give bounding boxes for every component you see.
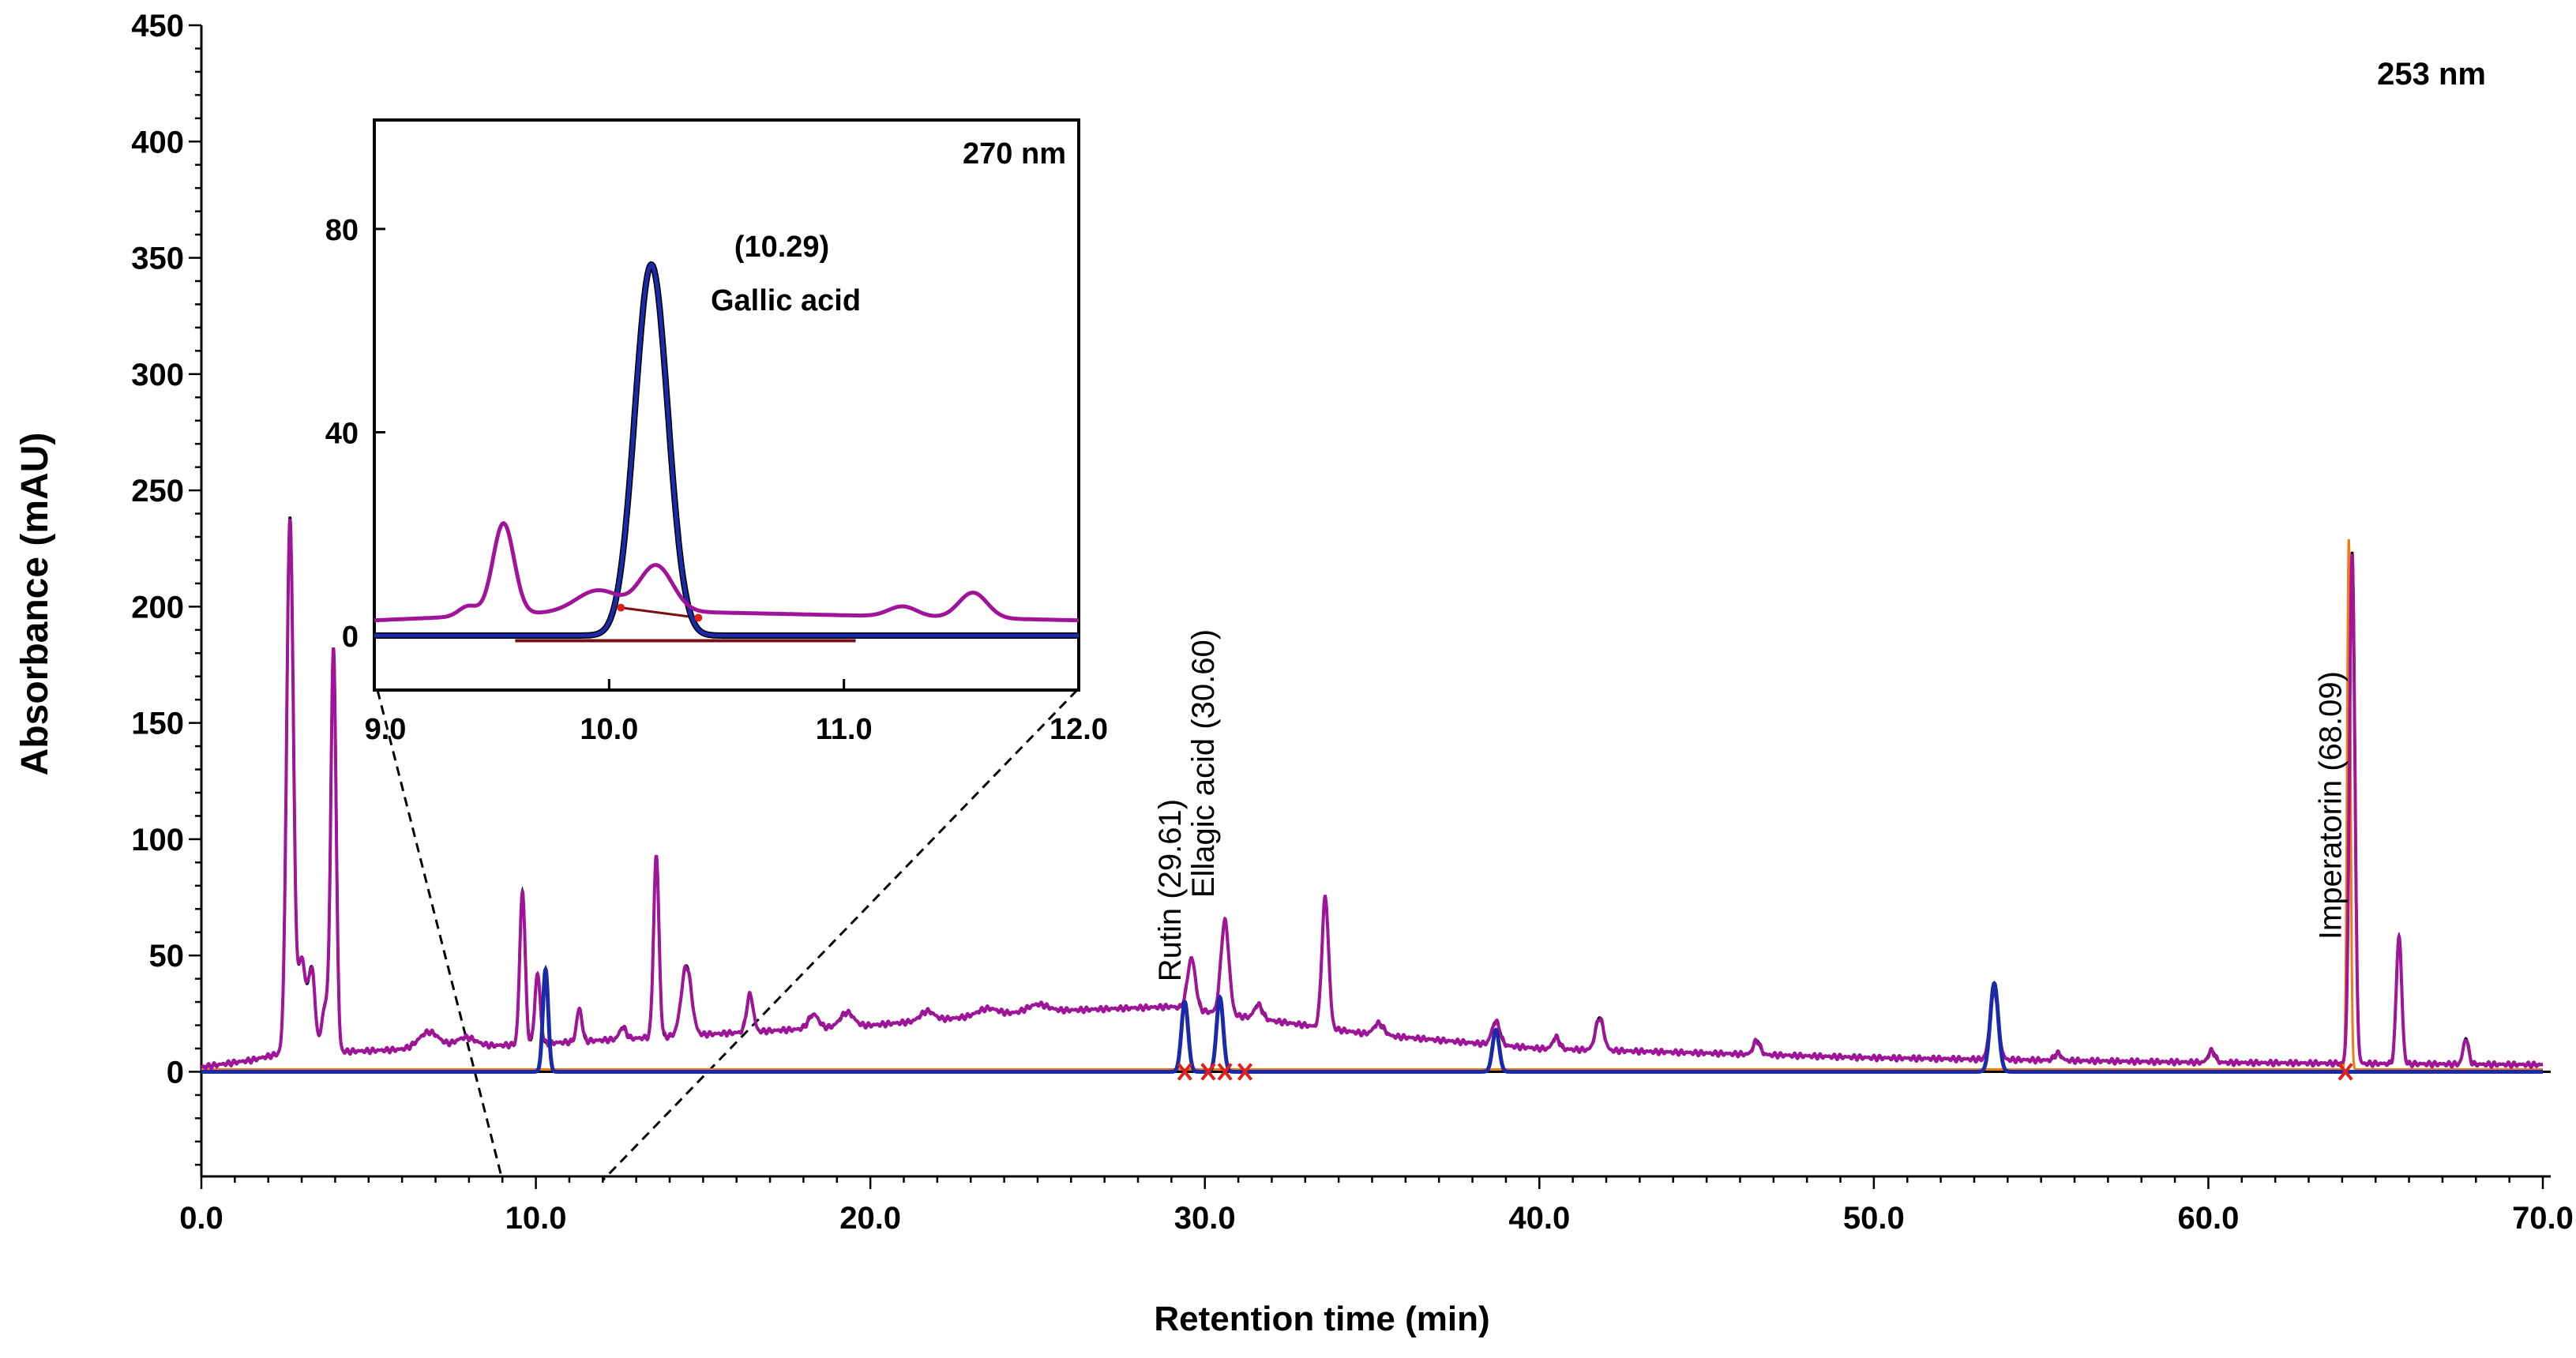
- inset-frame: [373, 118, 1080, 692]
- x-tick-label: 60.0: [2177, 1201, 2239, 1236]
- y-tick-label: 300: [131, 358, 184, 392]
- inset-y-tick-label: 0: [342, 621, 359, 654]
- main-series-layer: [201, 516, 2544, 1081]
- peak-annotation: Imperatorin (68.09): [2314, 671, 2349, 940]
- peak-annotation: Ellagic acid (30.60): [1186, 629, 1221, 898]
- inset-x-tick-label: 9.0: [365, 713, 407, 746]
- inset-wavelength-label: 270 nm: [963, 137, 1066, 171]
- x-tick-label: 40.0: [1508, 1201, 1570, 1236]
- y-tick-label: 100: [131, 823, 184, 857]
- y-tick-label: 150: [131, 707, 184, 741]
- sample-series-line: [201, 519, 2544, 1071]
- inset-y-tick-label: 80: [325, 214, 359, 247]
- marker-stroke: [1237, 1063, 1253, 1081]
- y-tick-label: 0: [167, 1055, 184, 1090]
- integration-marker: [1177, 1063, 1192, 1081]
- peak-annotation: Rutin (29.61): [1153, 799, 1188, 981]
- integration-marker: [1200, 1063, 1216, 1081]
- inset-x-tick-label: 10.0: [580, 713, 638, 746]
- inset-axes-layer: 0 40 80 9.0 10.0 11.0 12.0: [325, 214, 1108, 746]
- x-tick-label: 10.0: [505, 1201, 567, 1236]
- inset-peak-rt-label: (10.29): [734, 231, 829, 264]
- x-tick-label: 50.0: [1843, 1201, 1905, 1236]
- inset-sample-line: [374, 521, 1079, 623]
- orange-series-line: [201, 538, 2543, 1071]
- zoom-line-right: [602, 688, 1079, 1182]
- inset-chart: 0 40 80 9.0 10.0 11.0 12.0 270 nm (10.29) Gall…: [325, 118, 1108, 746]
- zoom-line-left: [376, 689, 504, 1181]
- main-annotation-layer: Rutin (29.61)Ellagic acid (30.60) Imperat…: [1153, 629, 2348, 981]
- inset-standard-line: [374, 262, 1079, 638]
- y-tick-label: 400: [131, 125, 184, 159]
- marker-stroke: [1177, 1063, 1192, 1081]
- x-tick-label: 20.0: [839, 1201, 901, 1236]
- x-tick-label: 70.0: [2512, 1201, 2574, 1236]
- marker-stroke: [2338, 1063, 2353, 1081]
- x-axis-title: Retention time (min): [1154, 1300, 1489, 1338]
- inset-x-tick-label: 12.0: [1050, 713, 1108, 746]
- inset-x-tick-label: 11.0: [816, 713, 873, 746]
- integration-marker: [2338, 1063, 2353, 1081]
- inset-integration-marker: [617, 603, 625, 612]
- y-tick-label: 450: [131, 9, 184, 43]
- wavelength-label: 253 nm: [2377, 57, 2486, 92]
- x-tick-label: 0.0: [179, 1201, 223, 1236]
- y-tick-label: 350: [131, 242, 184, 276]
- x-tick-label: 30.0: [1174, 1201, 1236, 1236]
- inset-integration-marker: [694, 613, 703, 622]
- standard-series-line: [201, 964, 2543, 1074]
- integration-marker: [1217, 1063, 1233, 1081]
- inset-integration-baseline: [621, 606, 699, 619]
- y-tick-label: 250: [131, 474, 184, 508]
- inset-y-tick-label: 40: [325, 418, 359, 451]
- integration-marker: [1237, 1063, 1253, 1081]
- inset-series-layer: [374, 261, 1079, 643]
- y-tick-label: 50: [149, 939, 185, 973]
- y-tick-label: 200: [131, 590, 184, 625]
- marker-stroke: [1217, 1063, 1233, 1081]
- marker-stroke: [1200, 1063, 1216, 1081]
- inset-peak-name-label: Gallic acid: [711, 284, 861, 317]
- y-axis-title: Absorbance (mAU): [14, 433, 56, 776]
